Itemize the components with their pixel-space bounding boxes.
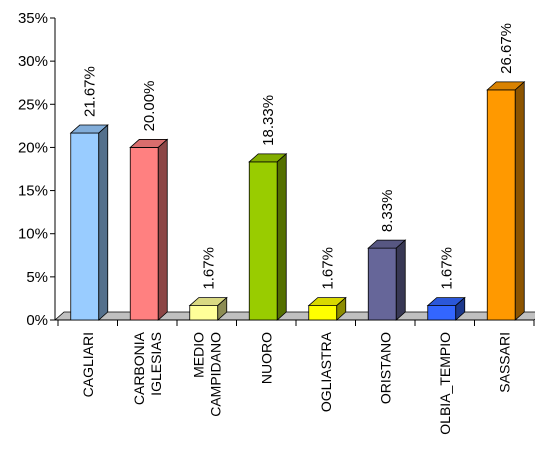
data-label: 20.00% bbox=[141, 81, 158, 132]
y-tick-label: 10% bbox=[18, 226, 48, 243]
bar bbox=[367, 239, 407, 321]
data-label: 1.67% bbox=[200, 247, 217, 290]
bar-side bbox=[514, 80, 525, 321]
data-label: 1.67% bbox=[438, 247, 455, 290]
y-tick-label: 15% bbox=[18, 183, 48, 200]
data-label: 8.33% bbox=[379, 190, 396, 233]
bar-front bbox=[129, 147, 159, 321]
category-label: ORISTANO bbox=[377, 332, 393, 404]
category-label: CARBONIA bbox=[131, 331, 147, 405]
y-tick-label: 25% bbox=[18, 96, 48, 113]
bar-side bbox=[276, 152, 287, 321]
bar-front bbox=[189, 305, 219, 321]
category-label: OGLIASTRA bbox=[318, 331, 334, 412]
bar-side bbox=[217, 296, 228, 321]
category-label: CAGLIARI bbox=[80, 332, 96, 397]
category-label: MEDIO bbox=[190, 332, 206, 378]
bar-front bbox=[427, 305, 457, 321]
bar-front bbox=[308, 305, 338, 321]
bar-side bbox=[157, 138, 168, 321]
category-label: NUORO bbox=[258, 332, 274, 384]
bar bbox=[426, 296, 466, 321]
bar bbox=[69, 124, 109, 321]
bar-front bbox=[486, 89, 516, 321]
bar bbox=[307, 296, 347, 321]
category-label: IGLESIAS bbox=[148, 332, 164, 396]
data-label: 18.33% bbox=[260, 95, 277, 146]
y-tick-label: 35% bbox=[18, 10, 48, 27]
bar-front bbox=[367, 247, 397, 321]
y-tick-label: 30% bbox=[18, 53, 48, 70]
bar-side bbox=[455, 296, 466, 321]
bar-side bbox=[395, 239, 406, 321]
bar bbox=[129, 138, 169, 321]
y-tick-label: 5% bbox=[26, 269, 48, 286]
bar bbox=[188, 296, 228, 321]
bar-side bbox=[336, 296, 347, 321]
y-tick-label: 20% bbox=[18, 139, 48, 156]
bar-side bbox=[98, 124, 109, 321]
bar bbox=[486, 80, 526, 321]
bar-front bbox=[248, 161, 278, 321]
y-tick-label: 0% bbox=[26, 312, 48, 329]
bar-front bbox=[70, 132, 100, 321]
category-label: OLBIA_TEMPIO bbox=[437, 332, 453, 435]
bar bbox=[248, 152, 288, 321]
category-label: SASSARI bbox=[496, 332, 512, 393]
data-label: 26.67% bbox=[498, 23, 515, 74]
category-label: CAMPIDANO bbox=[207, 332, 223, 417]
data-label: 21.67% bbox=[81, 66, 98, 117]
data-label: 1.67% bbox=[319, 247, 336, 290]
